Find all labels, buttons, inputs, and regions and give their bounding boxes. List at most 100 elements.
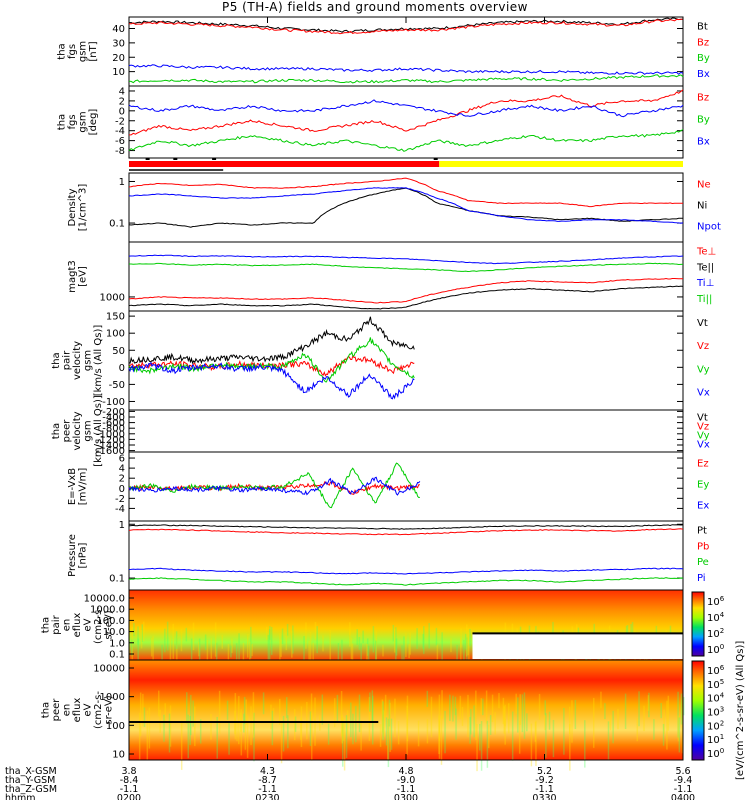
ytick-label: -200 — [102, 407, 125, 418]
ylabel-line: [1/cm^3] — [77, 184, 88, 232]
colorbar-tick: 106 — [707, 595, 725, 608]
ytick-label: 2 — [119, 474, 125, 485]
ylabel-line: E=-VxB — [67, 468, 78, 505]
fgs_deg-frame — [128, 85, 684, 159]
legend-item: Ni — [697, 200, 707, 211]
ytick-label: 100 — [106, 721, 125, 732]
ylabel-line: tha — [41, 702, 52, 718]
fgs_mag-ylabel: tha fgs gsm [nT] — [56, 41, 99, 62]
pressure-ylabel: Pressure [nPa] — [67, 534, 89, 577]
colorbar-tick: 104 — [707, 692, 725, 705]
evel-panel: tha peer velocity gsm [km/s (All Qs)]-1600-1… — [51, 395, 710, 467]
ytick-label: -8 — [115, 146, 125, 157]
ytick-label: 1000 — [100, 692, 125, 703]
series-line-Vt — [128, 316, 415, 365]
ytick-label: 40 — [112, 24, 125, 35]
series-line-Npot — [128, 187, 684, 224]
ytick-label: 0 — [119, 363, 125, 374]
legend-item: Vy — [697, 364, 710, 375]
ytick-label: 100.0 — [96, 616, 125, 627]
legend-item: Vt — [697, 413, 708, 424]
ytick-label: 2 — [119, 96, 125, 107]
legend-item: Vt — [697, 318, 708, 329]
colorbar-label: [eV/(cm^2-s-sr-eV) (All Qs)] — [735, 641, 746, 780]
mode-bar — [129, 158, 683, 171]
legend-item: Te⊥ — [696, 247, 716, 258]
legend-item: Pi — [697, 573, 706, 584]
ylabel-line: peer — [51, 698, 62, 722]
ylabel-line: Density — [67, 188, 78, 226]
colorbar-scale — [691, 660, 705, 761]
ylabel-line: eV — [83, 618, 94, 631]
ytick-label: 1000 — [100, 292, 125, 303]
ytick-label: 1 — [119, 520, 125, 531]
ylabel-line: eflux — [72, 613, 83, 638]
xaxis-tick-value: 4.3 — [260, 766, 275, 777]
ylabel-line: sr-eV) — [104, 695, 115, 724]
xaxis-tick-value: -1.1 — [674, 784, 693, 795]
ispec-panel: tha pair en eflux eV (cm2-s-sr-eV)10000.01000… — [41, 589, 684, 679]
ytick-label: -1600 — [96, 446, 125, 457]
ytick-label: 6 — [119, 454, 125, 465]
ytick-label: 10000.0 — [84, 594, 125, 605]
ytick-label: -1200 — [96, 435, 125, 446]
ytick-label: -100 — [102, 397, 125, 408]
temp-frame — [128, 241, 684, 312]
colorbar-tick: 102 — [707, 627, 724, 640]
ylabel-line: gsm — [83, 350, 94, 371]
legend-item: By — [697, 53, 710, 64]
legend-item: Bx — [697, 69, 710, 80]
xaxis-tick-value: -1.1 — [397, 784, 416, 795]
ylabel-line: tha — [51, 352, 62, 368]
ylabel-line: sr-eV) — [104, 610, 115, 639]
legend-item: Ey — [697, 479, 709, 490]
series-line-Ti|| — [129, 262, 684, 273]
ytick-label: 0 — [119, 106, 125, 117]
ytick-label: 10 — [112, 750, 125, 761]
xaxis-tick-value: -8.7 — [258, 775, 277, 786]
legend-item: Pe — [697, 557, 709, 568]
mode-bar-segment — [129, 161, 440, 167]
xaxis-tick-value: 0200 — [117, 793, 141, 800]
xaxis-tick-value: -1.1 — [535, 784, 554, 795]
ytick-label: 0.1 — [109, 650, 125, 661]
density-ylabel: Density [1/cm^3] — [67, 184, 89, 232]
ylabel-line: [deg] — [88, 109, 99, 136]
xaxis-tick-value: -9.2 — [535, 775, 554, 786]
xaxis-tick-value: 0230 — [255, 793, 279, 800]
ylabel-line: tha — [56, 43, 67, 59]
ylabel-line: [km/s (All Qs)] — [93, 395, 104, 467]
espec-spectrogram — [129, 660, 683, 760]
legend-item: Ti⊥ — [696, 278, 714, 289]
legend-item: Te|| — [696, 262, 714, 273]
ylabel-line: pair — [51, 614, 62, 634]
ytick-label: 30 — [112, 38, 125, 49]
ylabel-line: magt3 — [67, 260, 78, 293]
legend-item: Bt — [697, 22, 708, 33]
legend-item: Npot — [697, 221, 721, 232]
xaxis-tick-value: -1.1 — [258, 784, 277, 795]
legend-item: Bz — [697, 37, 709, 48]
ispec-ylabel: tha pair en eflux eV (cm2-s-sr-eV) — [41, 606, 115, 644]
ytick-label: 50 — [112, 346, 125, 357]
ytick-label: 10 — [112, 67, 125, 78]
series-line-Bx — [128, 99, 684, 118]
xaxis-tick-value: 0300 — [394, 793, 418, 800]
ylabel-line: peer — [62, 419, 73, 443]
fgs_deg-ylabel: tha fgs gsm [deg] — [56, 109, 99, 136]
series-line-Ti⊥ — [128, 254, 684, 265]
ylabel-line: gsm — [77, 41, 88, 62]
xaxis-tick-value: 0330 — [532, 793, 556, 800]
xaxis-row-label: tha_Y-GSM — [5, 775, 55, 786]
series-line-Pe — [128, 577, 684, 586]
xaxis-row-label: tha_X-GSM — [5, 766, 57, 777]
xaxis-row-label: tha_Z-GSM — [5, 784, 57, 795]
series-line-Pi — [128, 567, 684, 575]
ispec-empty-region — [472, 633, 683, 659]
series-line-Bz — [128, 18, 684, 35]
xaxis-tick-value: 0400 — [671, 793, 695, 800]
xaxis-tick-value: -1.1 — [120, 784, 139, 795]
legend-item: Vx — [697, 440, 710, 451]
ytick-label: 1000.0 — [90, 605, 125, 616]
